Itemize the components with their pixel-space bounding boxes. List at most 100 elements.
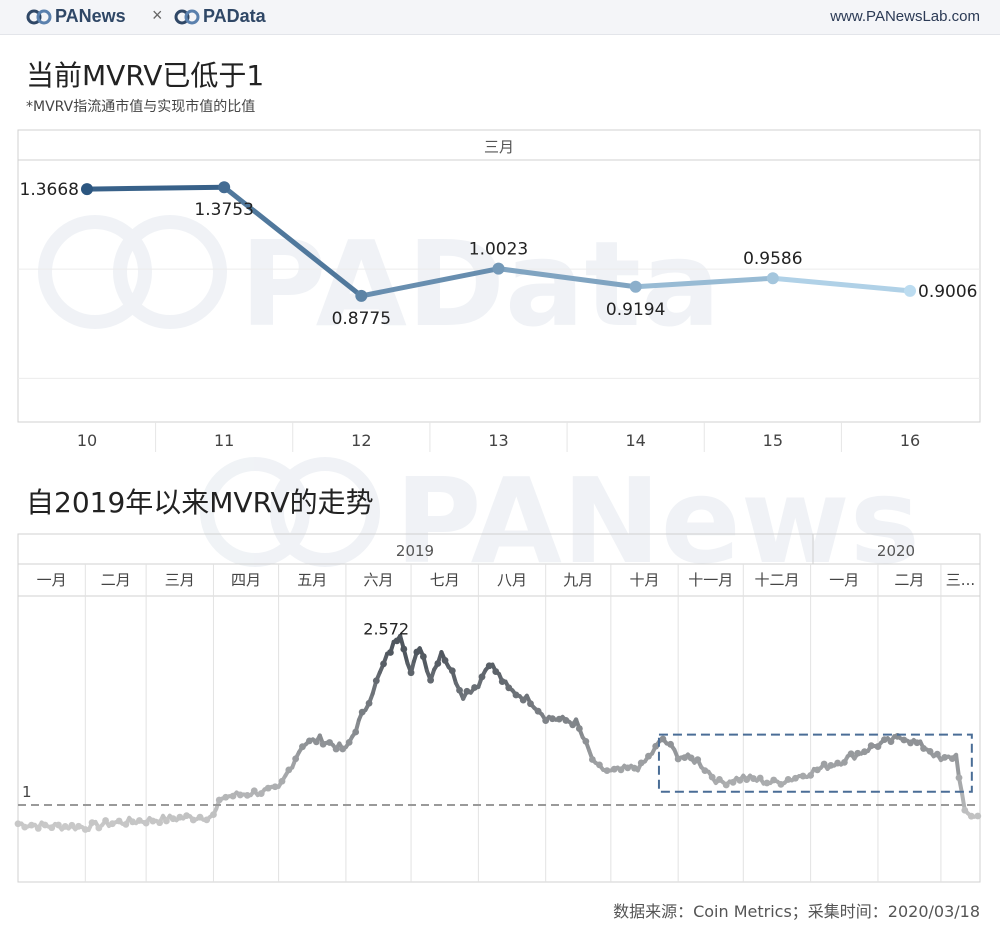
chart2-point [215, 796, 223, 804]
chart2-point [498, 678, 506, 685]
chart2-point [667, 740, 674, 748]
chart1-x-ticks: 10 11 12 13 14 15 16 [77, 422, 920, 452]
chart2-point [887, 738, 895, 745]
chart1-point [766, 272, 779, 285]
chart2-month-labels: 一月 二月 三月 四月 五月 六月 七月 八月 九月 十月 十一月 十二月 一月 二月 三... [37, 564, 975, 882]
chart2-point [722, 781, 730, 789]
chart2-point [926, 747, 934, 755]
chart2-point [463, 687, 471, 695]
chart2-point [14, 820, 22, 828]
chart2-month-label: 十二月 [754, 571, 799, 589]
chart2-point [257, 790, 265, 797]
chart2-point [588, 756, 596, 763]
chart2-point [729, 778, 737, 786]
chart2-point [687, 754, 695, 762]
chart1-subtitle: *MVRV指流通市值与实现市值的比值 [26, 99, 256, 115]
chart2-point [222, 793, 230, 801]
chart2-point [542, 717, 550, 725]
chart1-x-tick-label: 10 [77, 431, 97, 450]
chart2-point [229, 792, 237, 800]
chart2-point [312, 738, 320, 746]
chart2-point [512, 691, 520, 699]
chart2-point [115, 817, 123, 825]
top-bar: PANews × PAData www.PANewsLab.com [0, 0, 1000, 35]
chart2-point [834, 759, 842, 767]
chart2-reference-label: 1 [22, 783, 32, 801]
chart2-point [75, 822, 83, 830]
chart2-highlight-box [657, 733, 973, 793]
chart2-point [393, 637, 401, 645]
chart2-point [847, 750, 855, 758]
chart2-point [292, 755, 300, 763]
chart2-point [659, 735, 667, 743]
chart2-point [681, 754, 689, 761]
chart2-point [407, 669, 415, 677]
chart2-point [485, 662, 493, 670]
chart2-point [88, 819, 96, 827]
chart2-point [352, 728, 360, 736]
chart2-point [285, 766, 293, 774]
chart2-point [478, 673, 486, 681]
chart2-point [122, 821, 130, 828]
chart2-point [203, 816, 211, 824]
chart2-point [861, 748, 868, 756]
chart2-point [129, 818, 137, 826]
chart2-point [271, 783, 279, 791]
chart2-month-label: 六月 [363, 571, 393, 589]
chart1-point [492, 262, 505, 275]
chart2-month-label: 二月 [101, 571, 131, 589]
chart1-month-header: 三月 [484, 138, 514, 156]
chart1-x-tick-label: 14 [625, 431, 645, 450]
chart2-point [631, 764, 638, 772]
brand-right-label: PAData [203, 6, 266, 26]
chart2-point [900, 736, 908, 744]
chart2-point [264, 784, 272, 792]
chart2-point [575, 725, 583, 732]
chart2-point [95, 824, 103, 832]
chart2-point [527, 700, 534, 708]
chart2-point [339, 745, 347, 753]
chart2-point [874, 743, 882, 750]
chart2-point [652, 742, 660, 750]
chart2-point [326, 739, 334, 746]
chart2-point [243, 791, 251, 799]
chart1-data-label: 0.9194 [606, 300, 665, 320]
chart2-point [562, 717, 570, 724]
chart2-point [763, 779, 771, 787]
panews-logo-icon [26, 9, 52, 25]
chart2-point [365, 699, 373, 707]
chart2-month-label: 五月 [297, 571, 327, 589]
chart2-month-label: 十一月 [688, 571, 733, 589]
chart2-point [784, 776, 792, 783]
brand-separator: × [152, 5, 163, 25]
chart2-point [820, 760, 828, 768]
chart2-point [61, 823, 69, 830]
chart1-data-label: 1.0023 [469, 240, 528, 260]
chart2-point [471, 684, 478, 691]
footer-source: 数据来源：Coin Metrics；采集时间：2020/03/18 [613, 902, 980, 921]
chart2-point [840, 758, 848, 766]
chart2-point [34, 825, 42, 832]
chart2-point [854, 749, 862, 757]
chart2-point [427, 676, 434, 684]
chart2-point [372, 677, 380, 685]
chart2-point [881, 736, 888, 743]
chart2-point [519, 696, 527, 704]
chart2-month-label: 三月 [165, 571, 195, 589]
chart1-line-segment [358, 266, 501, 299]
chart2-point [28, 821, 35, 829]
site-link[interactable]: www.PANewsLab.com [830, 8, 980, 25]
chart2-point [913, 739, 921, 747]
chart2-point [569, 721, 577, 729]
chart1-point [218, 181, 231, 194]
chart2-month-label: 三... [946, 571, 975, 589]
chart2-point [770, 776, 778, 784]
chart2-point [920, 745, 927, 752]
chart2-point [596, 761, 603, 769]
chart1-x-tick-label: 16 [900, 431, 920, 450]
chart2-year-2019: 2019 [396, 542, 434, 560]
chart2-point [81, 826, 89, 833]
chart1-x-tick-label: 11 [214, 431, 234, 450]
brand-left-label: PANews [55, 6, 126, 26]
chart1-x-tick-label: 12 [351, 431, 371, 450]
